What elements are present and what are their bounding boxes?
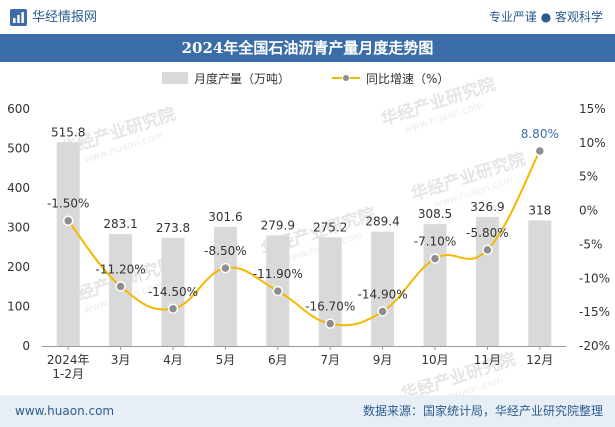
x-tick-label: 4月 [163, 353, 183, 367]
growth-value-label: -14.90% [358, 287, 408, 301]
growth-value-label: -5.80% [466, 226, 508, 240]
x-tick-label: 6月 [268, 353, 288, 367]
growth-point [377, 306, 388, 317]
growth-point [115, 281, 126, 292]
growth-value-label: -16.70% [305, 300, 355, 314]
growth-value-label: 8.80% [521, 127, 559, 141]
x-tick-label: 7月 [320, 353, 340, 367]
x-tick-label: 12月 [526, 353, 553, 367]
growth-value-label: -14.50% [148, 285, 198, 299]
huajing-logo-icon [10, 9, 27, 26]
y-left-tick-label: 500 [7, 142, 30, 156]
growth-value-label: -11.20% [96, 262, 146, 276]
y-left-tick-label: 600 [7, 102, 30, 116]
legend-line-marker [342, 74, 350, 82]
x-tick-label: 2024年 1-2月 [47, 353, 90, 381]
growth-point [220, 262, 231, 274]
footer: www.huaon.com 数据来源：国家统计局，华经产业研究院整理 [0, 395, 615, 427]
y-left-tick-label: 100 [7, 300, 30, 314]
bar [475, 216, 499, 346]
top-bar: 华经情报网 专业严谨 ● 客观科学 [0, 0, 615, 34]
bar-value-label: 326.9 [470, 200, 504, 214]
growth-value-label: -1.50% [47, 197, 89, 211]
y-right-tick-label: 5% [579, 170, 598, 184]
growth-line [67, 150, 541, 327]
footer-source: 数据来源：国家统计局，华经产业研究院整理 [362, 404, 603, 418]
bar-value-label: 308.5 [418, 207, 452, 221]
bar-value-label: 275.2 [313, 220, 347, 234]
x-tick-label: 9月 [373, 353, 393, 367]
bar-value-label: 515.8 [51, 125, 85, 139]
growth-point [324, 318, 336, 329]
legend-bar-swatch [162, 72, 188, 84]
tagline: 专业严谨 ● 客观科学 [488, 10, 603, 24]
x-tick-label: 10月 [421, 353, 448, 367]
y-right-tick-label: 15% [579, 102, 606, 116]
bar [213, 226, 237, 346]
bar-value-label: 283.1 [103, 217, 137, 231]
footer-url: www.huaon.com [15, 404, 115, 418]
growth-value-label: -8.50% [204, 244, 246, 258]
growth-point [62, 215, 74, 226]
y-right-tick-label: -20% [579, 339, 610, 353]
growth-point [272, 285, 284, 297]
chart-title: 2024年全国石油沥青产量月度走势图 [181, 39, 434, 57]
growth-point [429, 253, 441, 264]
x-tick-label: 11月 [474, 353, 501, 367]
x-tick-label: 3月 [111, 353, 131, 367]
growth-point [167, 303, 179, 315]
growth-value-label: -7.10% [414, 235, 456, 249]
title-bar: 2024年全国石油沥青产量月度走势图 [0, 34, 615, 62]
legend-bar-label: 月度产量（万吨） [194, 71, 290, 86]
y-right-tick-label: -15% [579, 305, 610, 319]
y-right-tick-label: 10% [579, 136, 606, 150]
bar-value-label: 279.9 [261, 218, 295, 232]
bar-value-label: 273.8 [156, 221, 190, 235]
legend-line-label: 同比增速（%） [366, 72, 449, 86]
bar [318, 237, 342, 346]
bar-value-label: 318 [528, 203, 551, 217]
y-left-tick-label: 0 [22, 339, 30, 353]
growth-point [534, 145, 546, 157]
bar [423, 224, 447, 346]
growth-point [482, 244, 493, 256]
bar [371, 231, 395, 346]
y-left-tick-label: 200 [7, 260, 30, 274]
y-left-tick-label: 400 [7, 181, 30, 195]
y-right-tick-label: 0% [579, 204, 598, 218]
bar [56, 142, 80, 346]
brand-name: 华经情报网 [32, 10, 98, 25]
x-tick-label: 5月 [216, 353, 236, 367]
growth-value-label: -11.90% [253, 267, 303, 281]
y-right-tick-label: -10% [579, 271, 610, 285]
bar [161, 237, 185, 346]
bar-value-label: 289.4 [365, 215, 399, 229]
y-right-tick-label: -5% [579, 237, 602, 251]
y-left-tick-label: 300 [7, 221, 30, 235]
chart-area: 华经产业研究院www.huaon.com华经产业研究院www.huaon.com… [7, 71, 610, 395]
bar [528, 220, 552, 346]
bar-value-label: 301.6 [208, 210, 242, 224]
